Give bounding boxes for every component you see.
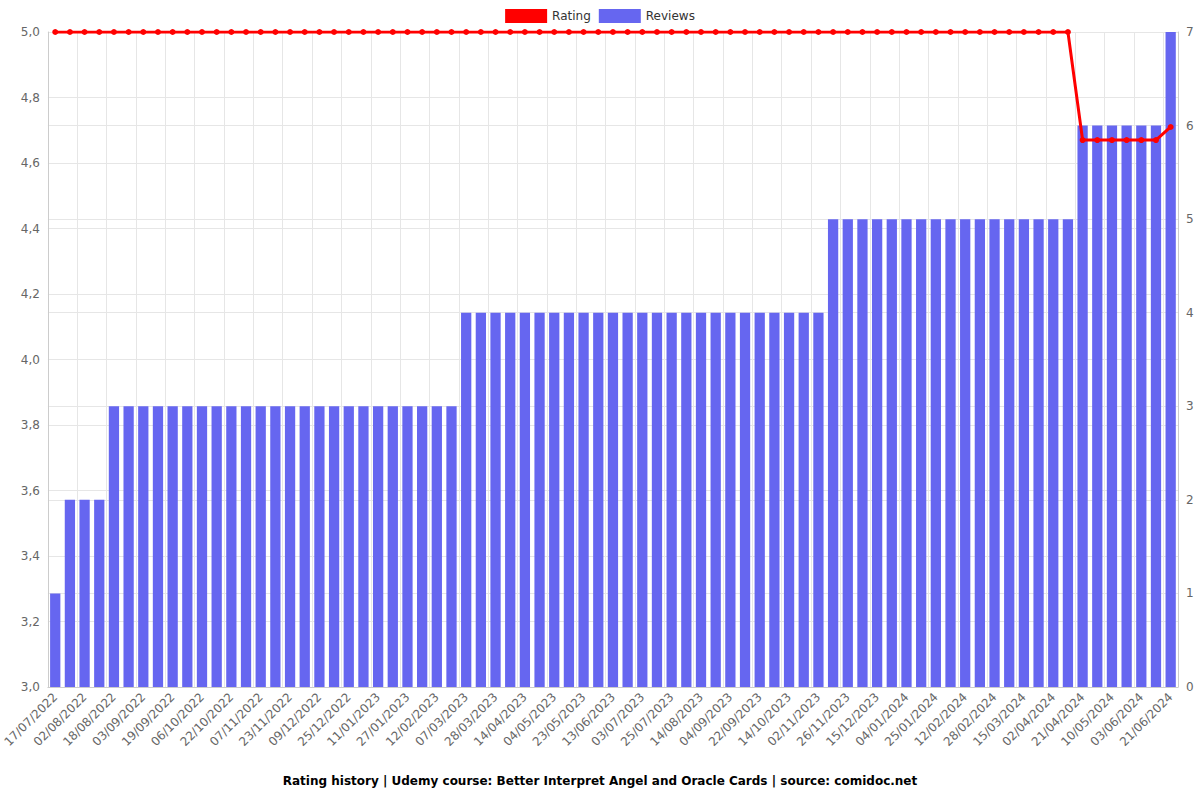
svg-text:10/05/2024: 10/05/2024: [1058, 690, 1117, 749]
svg-text:4,8: 4,8: [21, 91, 40, 105]
svg-text:Rating history | Udemy course:: Rating history | Udemy course: Better In…: [283, 774, 918, 788]
svg-text:21/04/2024: 21/04/2024: [1028, 690, 1088, 749]
svg-text:22/10/2022: 22/10/2022: [177, 690, 237, 749]
svg-text:15/12/2023: 15/12/2023: [823, 690, 883, 749]
svg-text:15/03/2024: 15/03/2024: [970, 690, 1029, 749]
svg-text:25/07/2023: 25/07/2023: [617, 690, 677, 749]
svg-text:09/12/2022: 09/12/2022: [265, 690, 325, 749]
svg-text:28/02/2024: 28/02/2024: [940, 690, 1000, 749]
svg-text:03/09/2022: 03/09/2022: [89, 690, 149, 749]
svg-text:02/08/2022: 02/08/2022: [30, 690, 90, 749]
svg-text:06/10/2022: 06/10/2022: [148, 690, 207, 749]
svg-text:21/06/2024: 21/06/2024: [1117, 690, 1176, 749]
svg-text:4,4: 4,4: [21, 222, 40, 236]
svg-text:Rating: Rating: [552, 9, 591, 23]
svg-text:27/01/2023: 27/01/2023: [353, 690, 413, 749]
svg-text:14/08/2023: 14/08/2023: [647, 690, 706, 749]
svg-text:18/08/2022: 18/08/2022: [60, 690, 119, 749]
svg-text:0: 0: [1186, 680, 1194, 694]
svg-text:23/11/2022: 23/11/2022: [236, 690, 295, 749]
svg-text:5: 5: [1186, 212, 1194, 226]
svg-text:3,4: 3,4: [21, 549, 40, 563]
svg-text:12/02/2023: 12/02/2023: [383, 690, 442, 749]
svg-text:Reviews: Reviews: [646, 9, 695, 23]
svg-text:14/10/2023: 14/10/2023: [735, 690, 794, 749]
svg-text:11/01/2023: 11/01/2023: [324, 690, 384, 749]
svg-text:3,0: 3,0: [21, 680, 40, 694]
svg-text:17/07/2022: 17/07/2022: [1, 690, 61, 749]
svg-text:28/03/2023: 28/03/2023: [441, 690, 501, 749]
svg-text:5,0: 5,0: [21, 25, 40, 39]
svg-text:4,6: 4,6: [21, 156, 40, 170]
svg-text:4: 4: [1186, 306, 1194, 320]
svg-text:03/07/2023: 03/07/2023: [588, 690, 648, 749]
svg-text:7: 7: [1186, 25, 1194, 39]
svg-text:19/09/2022: 19/09/2022: [118, 690, 178, 749]
svg-text:04/01/2024: 04/01/2024: [852, 690, 912, 749]
svg-text:3,6: 3,6: [21, 484, 40, 498]
svg-text:3,2: 3,2: [21, 615, 40, 629]
svg-text:4,0: 4,0: [21, 353, 40, 367]
svg-text:07/03/2023: 07/03/2023: [412, 690, 472, 749]
svg-text:25/12/2022: 25/12/2022: [295, 690, 354, 749]
svg-text:3,8: 3,8: [21, 418, 40, 432]
svg-text:26/11/2023: 26/11/2023: [794, 690, 853, 749]
svg-text:1: 1: [1186, 586, 1194, 600]
svg-text:02/11/2023: 02/11/2023: [764, 690, 824, 749]
svg-text:23/05/2023: 23/05/2023: [529, 690, 589, 749]
svg-text:02/04/2024: 02/04/2024: [999, 690, 1059, 749]
svg-text:03/06/2024: 03/06/2024: [1087, 690, 1147, 749]
svg-text:6: 6: [1186, 119, 1194, 133]
svg-text:07/11/2022: 07/11/2022: [206, 690, 266, 749]
svg-text:25/01/2024: 25/01/2024: [882, 690, 941, 749]
svg-text:3: 3: [1186, 399, 1194, 413]
svg-text:4,2: 4,2: [21, 287, 40, 301]
svg-text:2: 2: [1186, 493, 1194, 507]
svg-text:13/06/2023: 13/06/2023: [559, 690, 618, 749]
svg-text:04/09/2023: 04/09/2023: [676, 690, 736, 749]
svg-text:14/04/2023: 14/04/2023: [471, 690, 530, 749]
svg-text:04/05/2023: 04/05/2023: [500, 690, 560, 749]
svg-text:12/02/2024: 12/02/2024: [911, 690, 971, 749]
svg-text:22/09/2023: 22/09/2023: [705, 690, 765, 749]
